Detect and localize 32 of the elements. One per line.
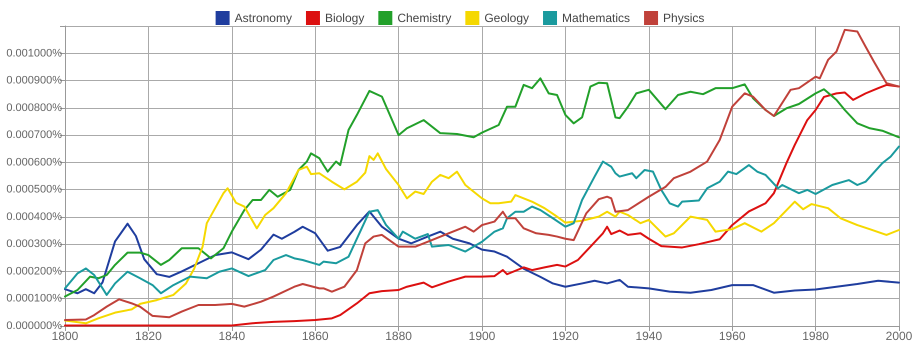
- line-series: [64, 146, 900, 296]
- y-tick-label: 0.000900%: [6, 74, 62, 87]
- y-tick-label: 0.000100%: [6, 292, 62, 305]
- x-tick-label: 1900: [468, 329, 496, 343]
- legend-label: Chemistry: [397, 11, 452, 25]
- y-tick-label: 0.000000%: [6, 320, 62, 332]
- legend-label: Biology: [324, 11, 364, 25]
- x-tick-label: 1860: [302, 329, 329, 343]
- x-tick-label: 1880: [385, 329, 412, 343]
- x-tick-label: 1920: [552, 329, 580, 343]
- legend-label: Physics: [663, 11, 704, 25]
- x-tick-label: 1960: [718, 329, 746, 343]
- y-tick-label: 0.000800%: [6, 102, 62, 114]
- legend-label: Astronomy: [234, 11, 292, 25]
- x-tick-label: 1840: [218, 329, 246, 343]
- legend-label: Mathematics: [562, 11, 630, 25]
- x-tick-label: 2000: [886, 329, 913, 343]
- y-tick-label: 0.001000%: [6, 47, 62, 60]
- y-tick-label: 0.000300%: [6, 238, 62, 250]
- x-tick-label: 1980: [802, 329, 830, 343]
- x-tick-label: 1940: [635, 329, 662, 343]
- line-series: [64, 152, 900, 324]
- y-tick-label: 0.000400%: [6, 210, 62, 223]
- legend-label: Geology: [484, 11, 530, 25]
- y-tick-label: 0.000500%: [6, 184, 62, 196]
- x-tick-label: 1800: [52, 329, 79, 343]
- y-tick-label: 0.000200%: [6, 265, 62, 278]
- x-tick-label: 1820: [135, 329, 162, 343]
- y-tick-label: 0.000700%: [6, 129, 62, 142]
- line-series: [64, 28, 900, 321]
- line-series: [64, 210, 900, 294]
- y-tick-label: 0.000600%: [6, 156, 62, 168]
